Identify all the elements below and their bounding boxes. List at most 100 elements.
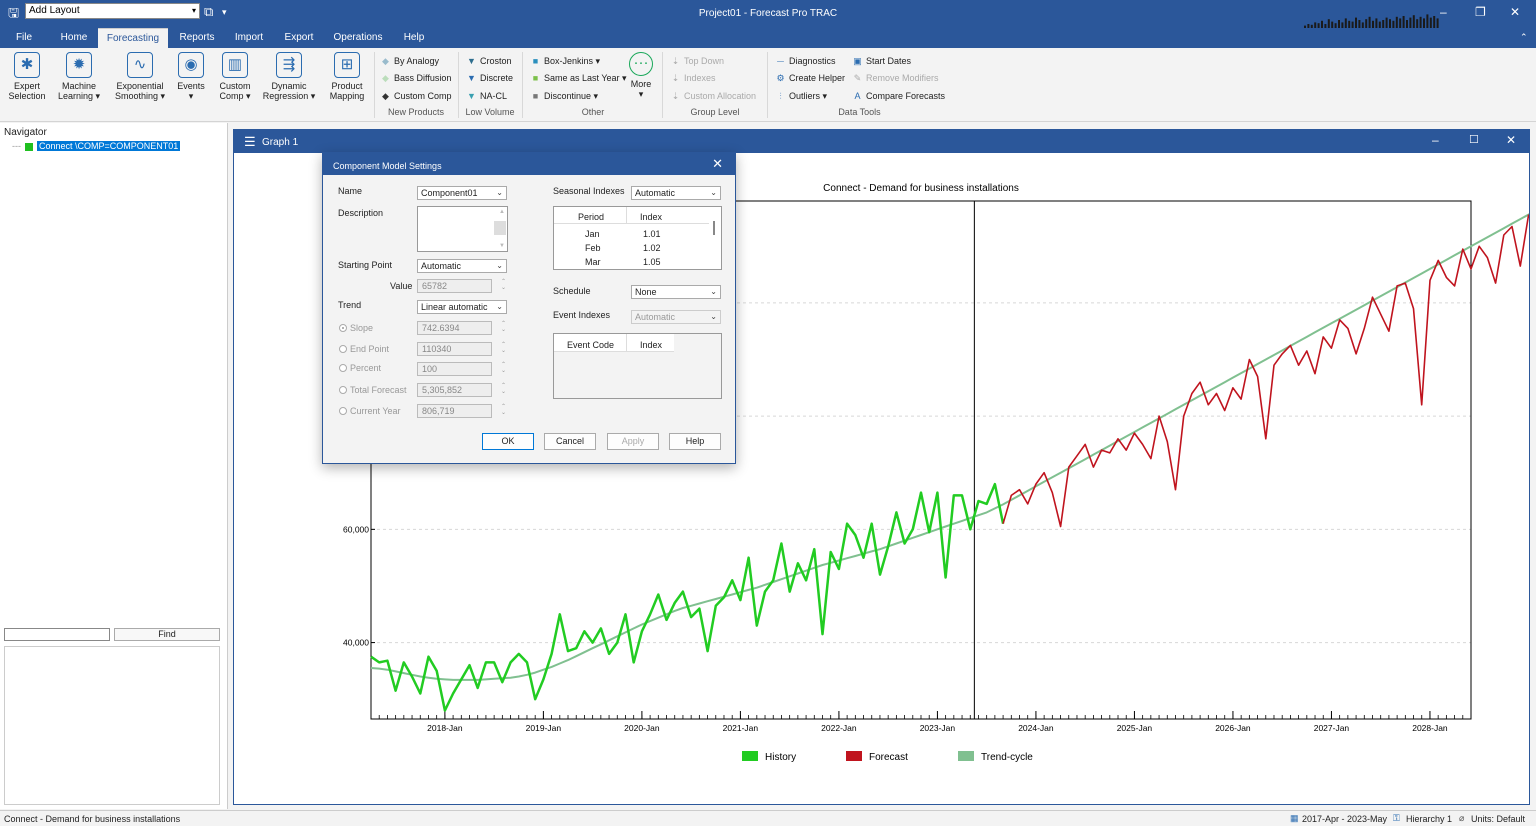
custom-allocation-button[interactable]: ⇣ Custom Allocation	[670, 91, 756, 102]
dynamic-regression-button[interactable]: ⇶ Dynamic Regression ▾	[260, 52, 318, 101]
total-forecast-spinner[interactable]: ⌃ ⌄	[501, 383, 507, 395]
quick-access-dropdown-icon[interactable]: ▾	[222, 7, 227, 17]
period-cell[interactable]: Jan	[585, 229, 600, 239]
close-icon[interactable]: ✕	[712, 156, 723, 171]
top-down-button[interactable]: ⇣ Top Down	[670, 56, 724, 67]
tab-forecasting[interactable]: Forecasting	[98, 28, 168, 48]
custom-comp-small-button[interactable]: ◆ Custom Comp	[380, 91, 452, 102]
period-cell[interactable]: Mar	[585, 257, 601, 267]
custom-comp-small-label: Custom Comp	[394, 91, 452, 101]
index-cell[interactable]: 1.05	[643, 257, 661, 267]
apply-button[interactable]: Apply	[607, 433, 659, 450]
tab-reports[interactable]: Reports	[179, 32, 215, 43]
sparkline-bar	[1331, 21, 1334, 28]
slope-input[interactable]: 742.6394	[417, 321, 492, 335]
custom-comp-button[interactable]: ▥ Custom Comp ▾	[214, 52, 256, 101]
end-point-input[interactable]: 110340	[417, 342, 492, 356]
minimize-icon[interactable]: –	[1440, 5, 1447, 19]
help-button[interactable]: Help	[669, 433, 721, 450]
indexes-button[interactable]: ⇣ Indexes	[670, 73, 716, 84]
schedule-select[interactable]: None ⌄	[631, 285, 721, 299]
x-tick-label: 2018-Jan	[427, 723, 463, 733]
percent-input[interactable]: 100	[417, 362, 492, 376]
na-cl-button[interactable]: ▼ NA-CL	[466, 91, 507, 101]
scrollbar-thumb[interactable]	[494, 221, 506, 235]
index-cell[interactable]: 1.01	[643, 229, 661, 239]
percent-spinner[interactable]: ⌃ ⌄	[501, 362, 507, 374]
machine-learning-button[interactable]: ✹ Machine Learning ▾	[54, 52, 104, 101]
maximize-icon[interactable]: ☐	[1469, 134, 1479, 146]
discontinue-button[interactable]: ■ Discontinue ▾	[530, 91, 598, 102]
find-button[interactable]: Find	[114, 628, 220, 641]
tab-home[interactable]: Home	[60, 32, 88, 43]
hamburger-menu-icon[interactable]: ☰	[244, 134, 256, 149]
value-spinner[interactable]: ⌃ ⌄	[501, 279, 507, 291]
same-as-last-year-button[interactable]: ■ Same as Last Year ▾	[530, 73, 627, 84]
trend-select[interactable]: Linear automatic ⌄	[417, 300, 507, 314]
index-cell[interactable]: 1.02	[643, 243, 661, 253]
cancel-button[interactable]: Cancel	[544, 433, 596, 450]
outliers-button[interactable]: ⫶ Outliers ▾	[775, 91, 827, 102]
slope-spinner[interactable]: ⌃ ⌄	[501, 321, 507, 333]
ribbon-separator	[522, 52, 523, 118]
starting-point-select[interactable]: Automatic ⌄	[417, 259, 507, 273]
status-hierarchy[interactable]: Hierarchy 1	[1406, 814, 1453, 824]
total-forecast-input[interactable]: 5,305,852	[417, 383, 492, 397]
current-year-radio[interactable]	[339, 407, 347, 415]
by-analogy-button[interactable]: ◆ By Analogy	[380, 56, 439, 67]
bass-diffusion-button[interactable]: ◆ Bass Diffusion	[380, 73, 451, 84]
current-year-spinner[interactable]: ⌃ ⌄	[501, 404, 507, 416]
end-point-radio[interactable]	[339, 345, 347, 353]
layout-window-icon[interactable]: ⧉	[204, 4, 214, 19]
slope-radio[interactable]	[339, 324, 347, 332]
discrete-button[interactable]: ▼ Discrete	[466, 73, 513, 83]
product-mapping-button[interactable]: ⊞ Product Mapping	[324, 52, 370, 101]
end-point-spinner[interactable]: ⌃ ⌄	[501, 342, 507, 354]
restore-icon[interactable]: ❐	[1475, 5, 1486, 19]
status-units[interactable]: Units: Default	[1471, 814, 1526, 824]
seasonal-indexes-select[interactable]: Automatic ⌄	[631, 186, 721, 200]
ok-button[interactable]: OK	[482, 433, 534, 450]
tab-help[interactable]: Help	[403, 32, 425, 43]
description-field[interactable]: ▲ ▼	[417, 206, 508, 252]
total-forecast-radio[interactable]	[339, 386, 347, 394]
save-icon[interactable]: 🖫	[8, 5, 20, 20]
trend-cycle-line	[370, 213, 1529, 681]
scrollbar-thumb[interactable]	[713, 221, 715, 235]
tab-file[interactable]: File	[15, 32, 33, 43]
navigator-tree-item[interactable]: --- Connect \COMP=COMPONENT01	[12, 141, 181, 151]
create-helper-button[interactable]: ⚙ Create Helper	[775, 73, 845, 84]
close-icon[interactable]: ✕	[1506, 133, 1517, 147]
minimize-icon[interactable]: –	[1432, 133, 1439, 147]
layout-select-value: Add Layout	[29, 5, 80, 16]
exponential-smoothing-button[interactable]: ∿ Exponential Smoothing ▾	[110, 52, 170, 101]
custom-allocation-icon: ⇣	[671, 91, 680, 101]
schedule-value: None	[635, 287, 657, 297]
close-icon[interactable]: ✕	[1510, 5, 1521, 19]
box-jenkins-button[interactable]: ■ Box-Jenkins ▾	[530, 56, 600, 67]
tab-export[interactable]: Export	[284, 32, 314, 43]
current-year-input[interactable]: 806,719	[417, 404, 492, 418]
find-input[interactable]	[4, 628, 110, 641]
more-button[interactable]: ··· More ▾	[626, 52, 656, 99]
layout-select[interactable]: Add Layout ▾	[25, 3, 200, 19]
scroll-down-icon[interactable]: ▼	[499, 243, 505, 249]
seasonal-indexes-label: Seasonal Indexes	[553, 186, 625, 196]
tab-import[interactable]: Import	[234, 32, 264, 43]
start-dates-button[interactable]: ▣ Start Dates	[852, 56, 911, 67]
scroll-up-icon[interactable]: ▲	[499, 209, 505, 215]
events-button[interactable]: ◉ Events ▾	[174, 52, 208, 101]
name-select[interactable]: Component01 ⌄	[417, 186, 507, 200]
expert-selection-button[interactable]: ✱ Expert Selection	[4, 52, 50, 101]
croston-button[interactable]: ▼ Croston	[466, 56, 511, 66]
value-input[interactable]: 65782	[417, 279, 492, 293]
remove-modifiers-button[interactable]: ✎ Remove Modifiers	[852, 73, 939, 84]
percent-radio[interactable]	[339, 364, 347, 372]
tab-operations[interactable]: Operations	[333, 32, 383, 43]
diagnostics-button[interactable]: ⏤ Diagnostics	[775, 56, 836, 67]
period-cell[interactable]: Feb	[585, 243, 601, 253]
sparkline-bar	[1433, 16, 1436, 28]
compare-forecasts-button[interactable]: A Compare Forecasts	[852, 91, 945, 101]
event-indexes-select[interactable]: Automatic ⌄	[631, 310, 721, 324]
ribbon-collapse-icon[interactable]: ⌃	[1520, 32, 1528, 42]
